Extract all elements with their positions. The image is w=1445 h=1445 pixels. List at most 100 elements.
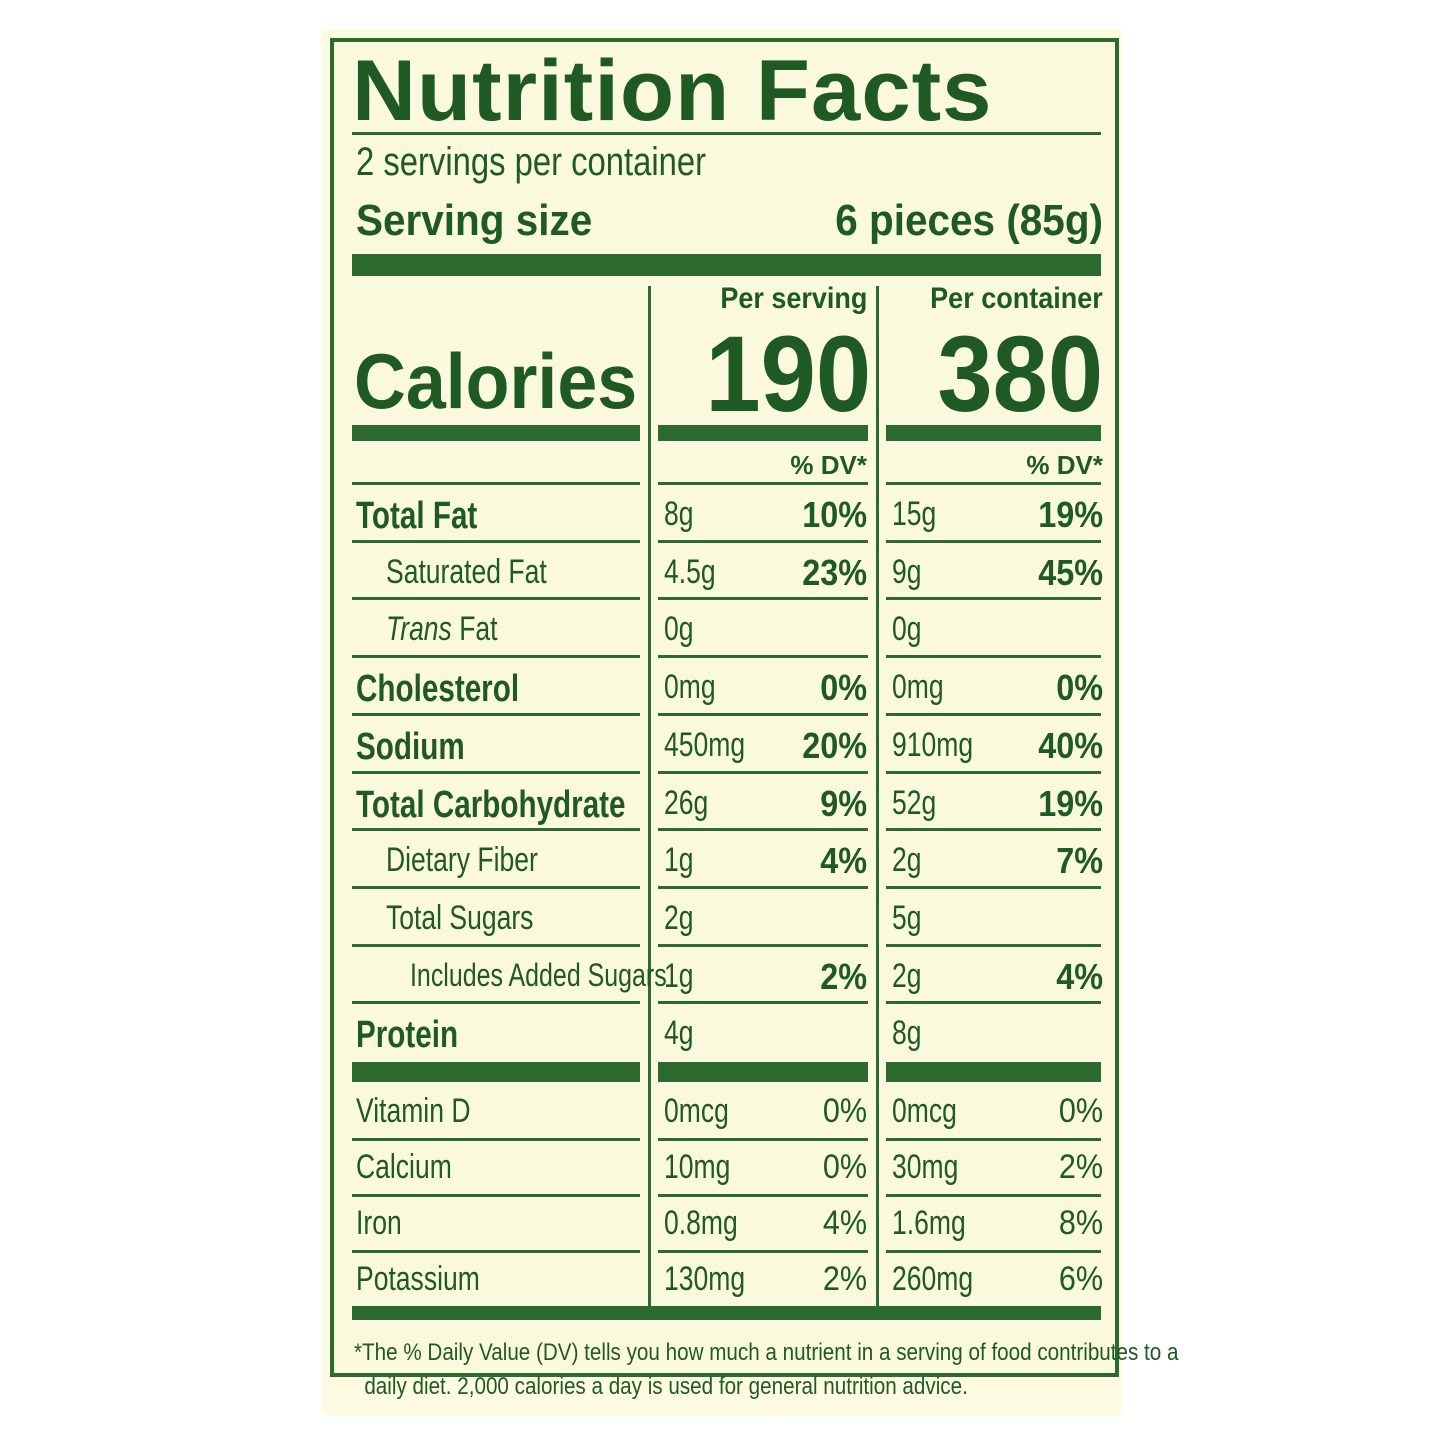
container-dv: 45%: [1038, 551, 1103, 593]
vitamin-rule-segment-2: [886, 1194, 1101, 1197]
vitamin-container-amount: 30mg: [892, 1148, 959, 1186]
footnote-line-1: *The % Daily Value (DV) tells you how mu…: [354, 1339, 1179, 1366]
serving-amount: 1g: [664, 841, 694, 880]
vitamin-thick-bar-1: [658, 1062, 868, 1082]
row-rule-segment-0: [352, 1001, 640, 1005]
vitamin-name: Calcium: [356, 1148, 452, 1186]
row-rule-segment-2: [886, 943, 1101, 947]
container-amount: 2g: [892, 841, 922, 880]
row-rule-segment-0: [352, 770, 640, 774]
row-rule-segment-2: [886, 482, 1101, 485]
serving-amount: 4g: [664, 1014, 694, 1053]
nutrient-name: Total Carbohydrate: [356, 783, 626, 826]
container-dv: 7%: [1056, 840, 1103, 882]
nutrient-name: Total Sugars: [386, 898, 534, 937]
container-amount: 15g: [892, 495, 937, 533]
vitamin-thick-bar-0: [352, 1062, 640, 1082]
serving-dv: 23%: [802, 551, 867, 593]
container-dv: 0%: [1056, 667, 1103, 709]
serving-amount: 0g: [664, 610, 694, 649]
serving-dv: 4%: [820, 840, 867, 882]
row-rule-segment-1: [658, 539, 868, 543]
vitamin-serving-dv: 0%: [822, 1092, 867, 1130]
label-title: Nutrition Facts: [352, 43, 993, 139]
row-rule-segment-2: [886, 885, 1101, 889]
serving-dv: 20%: [802, 724, 867, 766]
footnote-thick-bar: [352, 1306, 1101, 1320]
serving-amount: 8g: [664, 495, 694, 533]
serving-amount: 1g: [664, 956, 694, 995]
vitamin-rule-segment-1: [658, 1138, 868, 1141]
row-rule-segment-2: [886, 597, 1101, 601]
calories-per-serving: 190: [705, 313, 871, 434]
title-rule: [352, 132, 1101, 135]
footnote-line-2: daily diet. 2,000 calories a day is used…: [364, 1373, 968, 1400]
serving-thick-bar: [352, 254, 1101, 276]
per-serving-header: Per serving: [719, 282, 867, 315]
nutrient-name: Dietary Fiber: [386, 841, 538, 880]
vitamin-rule-segment-1: [658, 1250, 868, 1253]
column-divider-right: [876, 286, 879, 1311]
vitamin-container-dv: 2%: [1058, 1148, 1103, 1186]
per-container-header: Per container: [930, 282, 1103, 315]
serving-amount: 2g: [664, 898, 694, 937]
row-rule-segment-1: [658, 597, 868, 601]
vitamin-rule-segment-0: [352, 1250, 640, 1253]
trans-italic: Trans: [386, 610, 452, 649]
vitamin-rule-segment-0: [352, 1194, 640, 1197]
row-rule-segment-2: [886, 1001, 1101, 1005]
container-amount: 52g: [892, 783, 937, 822]
container-amount: 5g: [892, 898, 922, 937]
nutrient-name: Saturated Fat: [386, 552, 547, 591]
row-rule-segment-2: [886, 655, 1101, 659]
container-dv: 40%: [1038, 724, 1103, 766]
row-rule-segment-2: [886, 712, 1101, 716]
container-amount: 0g: [892, 610, 922, 649]
row-rule-segment-0: [352, 655, 640, 659]
row-rule-segment-0: [352, 712, 640, 716]
serving-dv: 2%: [820, 955, 867, 997]
row-rule-segment-0: [352, 539, 640, 543]
nutrient-name: Total Fat: [356, 495, 478, 537]
nutrient-name: Cholesterol: [356, 668, 520, 711]
vitamin-name: Potassium: [356, 1260, 480, 1298]
row-rule-segment-2: [886, 539, 1101, 543]
row-rule-segment-1: [658, 943, 868, 947]
row-rule-segment-2: [886, 770, 1101, 774]
calories-bar-right: [886, 425, 1101, 441]
vitamin-rule-segment-2: [886, 1138, 1101, 1141]
serving-dv: 10%: [802, 494, 867, 535]
container-dv: 19%: [1038, 494, 1103, 535]
vitamin-container-dv: 8%: [1058, 1204, 1103, 1242]
vitamin-name: Vitamin D: [356, 1092, 471, 1130]
vitamin-serving-dv: 2%: [822, 1260, 867, 1298]
serving-amount: 26g: [664, 783, 709, 822]
nutrient-name: Trans Fat: [386, 612, 498, 646]
column-divider-left: [648, 286, 651, 1311]
calories-bar-left: [352, 425, 640, 441]
row-rule-segment-0: [352, 885, 640, 889]
footnote: *The % Daily Value (DV) tells you how mu…: [354, 1336, 1178, 1404]
vitamin-serving-dv: 0%: [822, 1148, 867, 1186]
vitamin-serving-dv: 4%: [822, 1204, 867, 1242]
nutrient-name: Sodium: [356, 725, 465, 768]
row-rule-segment-0: [352, 943, 640, 947]
nutrient-name: Protein: [356, 1014, 459, 1057]
row-rule-segment-1: [658, 1001, 868, 1005]
vitamin-serving-amount: 0.8mg: [664, 1204, 738, 1242]
serving-dv: 0%: [820, 667, 867, 709]
row-rule-segment-1: [658, 885, 868, 889]
vitamin-container-dv: 0%: [1058, 1092, 1103, 1130]
vitamin-serving-amount: 10mg: [664, 1148, 731, 1186]
row-rule-segment-2: [886, 828, 1101, 832]
vitamin-thick-bar-2: [886, 1062, 1101, 1082]
container-amount: 9g: [892, 552, 922, 591]
vitamin-container-amount: 0mcg: [892, 1092, 957, 1130]
calories-label: Calories: [354, 337, 638, 425]
row-rule-segment-1: [658, 712, 868, 716]
container-dv: 19%: [1038, 782, 1103, 824]
vitamin-rule-segment-0: [352, 1138, 640, 1141]
vitamin-rule-segment-2: [886, 1250, 1101, 1253]
container-amount: 910mg: [892, 725, 974, 764]
row-rule-segment-0: [352, 597, 640, 601]
